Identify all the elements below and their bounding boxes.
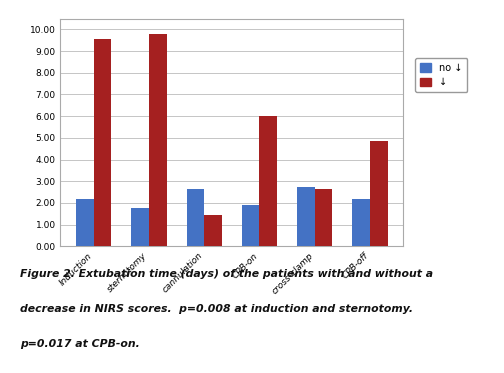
Bar	[314, 189, 332, 246]
Text: decrease in NIRS scores.  p=0.008 at induction and sternotomy.: decrease in NIRS scores. p=0.008 at indu…	[20, 304, 413, 314]
Bar	[132, 208, 149, 246]
Bar	[242, 205, 260, 246]
Bar	[94, 39, 111, 246]
Bar	[149, 34, 167, 246]
Bar	[186, 189, 204, 246]
Bar	[297, 186, 314, 246]
Bar	[260, 116, 277, 246]
Legend: no ↓, ↓: no ↓, ↓	[415, 58, 467, 92]
Bar	[352, 198, 370, 246]
Bar	[370, 141, 388, 246]
Text: p=0.017 at CPB-on.: p=0.017 at CPB-on.	[20, 339, 140, 350]
Bar	[76, 198, 94, 246]
Text: Figure 2. Extubation time (days) of the patients with and without a: Figure 2. Extubation time (days) of the …	[20, 269, 433, 279]
Bar	[204, 215, 222, 246]
